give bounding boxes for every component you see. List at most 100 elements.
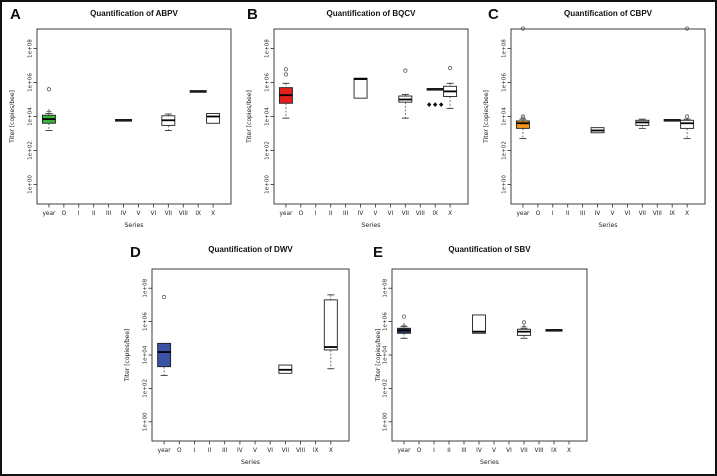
x-tick-label: IX xyxy=(669,211,675,217)
mean-plus-marker xyxy=(46,108,52,114)
outlier-point xyxy=(162,294,167,300)
x-tick-label: I xyxy=(552,211,554,217)
iqr-box xyxy=(472,314,486,334)
boxplot-iv xyxy=(472,314,486,334)
x-tick-label: VI xyxy=(388,211,394,217)
x-tick-label: II xyxy=(566,211,570,217)
y-tick-label: 1e+02 xyxy=(143,379,149,398)
x-tick-label: VI xyxy=(267,448,273,454)
diamond-marker xyxy=(438,102,444,108)
outlier-point xyxy=(521,320,527,325)
x-tick-label: III xyxy=(580,211,585,217)
boxplot-year xyxy=(397,314,411,339)
panel-title-sbv: Quantification of SBV xyxy=(448,245,531,254)
x-tick-label: I xyxy=(194,448,196,454)
x-tick-label: year xyxy=(516,211,530,217)
x-tick-label: III xyxy=(461,448,466,454)
y-tick-label: 1e+06 xyxy=(143,312,149,331)
iqr-box xyxy=(157,342,172,368)
x-tick-label: IV xyxy=(476,448,482,454)
x-tick-label: O xyxy=(299,211,304,217)
x-axis-title: Series xyxy=(241,459,260,466)
x-tick-label: III xyxy=(106,211,111,217)
boxplot-iv xyxy=(590,127,605,134)
panel-dwv: D Quantification of DWV 1e+00 1e+02 1e+04 1… xyxy=(114,240,376,474)
iqr-box xyxy=(515,120,530,129)
mean-plus-marker xyxy=(401,322,407,328)
boxplot-vii xyxy=(398,68,413,119)
outlier-point xyxy=(46,87,52,92)
y-axis-title: Titer [copies/bee] xyxy=(9,90,16,144)
panel-title-dwv: Quantification of DWV xyxy=(208,245,293,254)
y-tick-label: 1e+04 xyxy=(28,107,34,126)
plot-frame xyxy=(510,28,706,205)
plot-frame xyxy=(151,268,350,442)
boxplot-x xyxy=(206,113,221,124)
boxplot-year xyxy=(278,67,293,119)
x-tick-label: II xyxy=(208,448,212,454)
y-tick-label: 1e+00 xyxy=(28,175,34,194)
plot-frame xyxy=(273,28,469,205)
y-tick-label: 1e+08 xyxy=(265,39,271,58)
x-tick-label: X xyxy=(685,211,689,217)
x-tick-label: I xyxy=(78,211,80,217)
x-tick-label: X xyxy=(211,211,215,217)
iqr-box xyxy=(353,77,368,99)
x-tick-label: III xyxy=(222,448,227,454)
y-tick-label: 1e+00 xyxy=(502,175,508,194)
outlier-point xyxy=(403,68,408,73)
y-axis-title: Titer [copies/bee] xyxy=(375,329,382,383)
x-tick-label: II xyxy=(447,448,451,454)
iqr-box xyxy=(206,113,221,124)
panel-letter-b: B xyxy=(247,6,258,23)
boxplot-vii xyxy=(635,118,650,129)
x-tick-label: IV xyxy=(237,448,243,454)
x-tick-label: II xyxy=(92,211,96,217)
boxplot-year xyxy=(41,87,56,131)
y-tick-label: 1e+06 xyxy=(28,73,34,92)
x-tick-label: O xyxy=(417,448,422,454)
x-tick-label: VIII xyxy=(179,211,188,217)
x-tick-label: year xyxy=(279,211,293,217)
boxplot-year xyxy=(515,26,530,140)
outlier-point xyxy=(684,26,690,31)
outlier-point xyxy=(520,26,526,31)
outlier-point xyxy=(283,67,289,72)
boxplot-iv xyxy=(353,77,368,99)
x-tick-label: V xyxy=(610,211,614,217)
boxplot-x xyxy=(323,294,338,370)
boxplot-ix xyxy=(426,87,444,108)
panel-sbv: E Quantification of SBV 1e+00 1e+02 1e+04 1… xyxy=(372,240,634,474)
y-tick-label: 1e+06 xyxy=(383,312,389,331)
iqr-box xyxy=(680,119,695,129)
x-tick-label: IX xyxy=(313,448,319,454)
panel-cbpv: C Quantification of CBPV 1e+00 1e+02 1e+04… xyxy=(478,4,715,238)
plot-frame xyxy=(391,268,588,442)
x-tick-label: V xyxy=(373,211,377,217)
y-axis-title: Titer [copies/bee] xyxy=(483,90,490,144)
panel-title-abpv: Quantification of ABPV xyxy=(90,9,178,18)
x-tick-label: VIII xyxy=(534,448,543,454)
x-tick-label: O xyxy=(536,211,541,217)
boxplot-vii xyxy=(278,364,293,374)
x-tick-label: year xyxy=(42,211,56,217)
boxplot-x xyxy=(443,66,458,109)
x-tick-label: V xyxy=(136,211,140,217)
panel-letter-d: D xyxy=(130,244,141,261)
y-axis-title: Titer [copies/bee] xyxy=(246,90,253,144)
y-tick-label: 1e+08 xyxy=(28,39,34,58)
outlier-point xyxy=(684,114,690,119)
x-tick-label: VII xyxy=(402,211,410,217)
x-tick-label: I xyxy=(433,448,435,454)
outlier-point xyxy=(283,72,289,77)
x-tick-label: IV xyxy=(121,211,127,217)
y-tick-label: 1e+08 xyxy=(502,39,508,58)
y-tick-label: 1e+00 xyxy=(143,412,149,431)
x-tick-label: V xyxy=(253,448,257,454)
outlier-point xyxy=(447,66,453,71)
panel-letter-c: C xyxy=(488,6,499,23)
